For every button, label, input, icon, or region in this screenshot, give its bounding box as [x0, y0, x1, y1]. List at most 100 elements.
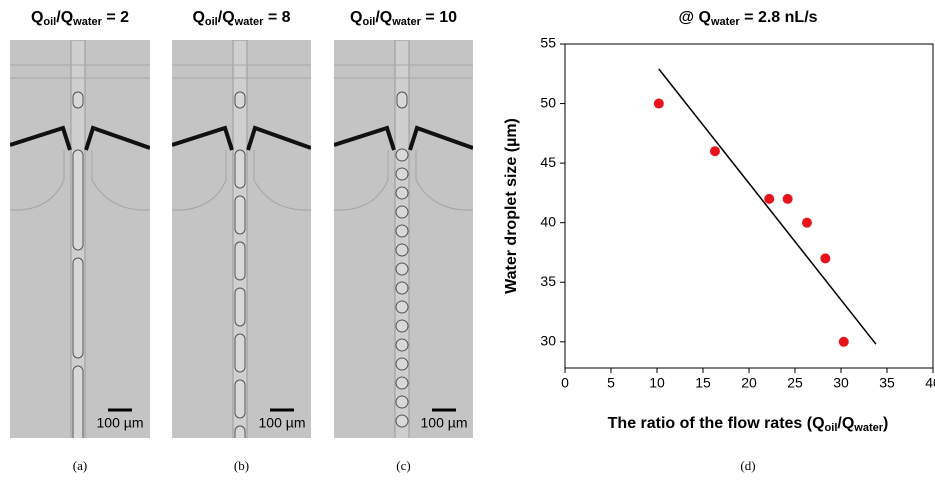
droplet [395, 262, 409, 276]
chart-title-part: @ Q [678, 9, 711, 26]
data-point [820, 253, 831, 264]
x-tick-label: 0 [561, 375, 569, 391]
x-tick-label: 25 [787, 375, 803, 391]
droplet [395, 319, 409, 333]
panel-title-part: = 2 [102, 9, 129, 26]
chart-title-sub: water [710, 16, 740, 28]
droplet [395, 167, 409, 181]
side-chamber [253, 150, 311, 211]
droplet [72, 257, 84, 359]
y-tick-label: 35 [540, 273, 556, 289]
droplet [395, 357, 409, 371]
x-tick-label: 40 [925, 375, 935, 391]
scale-label: 100 µm [421, 415, 468, 431]
droplet [234, 149, 246, 189]
wall [246, 125, 311, 151]
panel-title: Qoil/Qwater = 2 [31, 9, 129, 28]
panel-caption: (b) [234, 458, 249, 473]
y-tick-label: 30 [540, 332, 556, 348]
x-axis-label-sub: water [853, 422, 883, 434]
droplet [396, 91, 408, 109]
data-point [764, 193, 775, 204]
droplet [395, 148, 409, 162]
panel-title-part: Q [31, 9, 43, 26]
droplet [395, 224, 409, 238]
x-axis-label-sub: oil [825, 422, 838, 434]
droplet [72, 91, 84, 109]
panel-caption: (c) [396, 458, 410, 473]
x-tick-label: 15 [695, 375, 711, 391]
side-chamber [334, 150, 389, 211]
y-tick-label: 50 [540, 94, 556, 110]
x-axis-label-part: ) [883, 415, 888, 432]
x-tick-label: 35 [879, 375, 895, 391]
side-chamber [91, 150, 150, 211]
chart-title-part: = 2.8 nL/s [740, 9, 818, 26]
wall [172, 125, 234, 151]
wall [84, 125, 150, 151]
droplet [395, 376, 409, 390]
droplet [234, 287, 246, 327]
panel-title-part: /Q [56, 9, 73, 26]
droplet [395, 395, 409, 409]
data-point [653, 98, 664, 109]
side-chamber [10, 150, 65, 211]
chart-title: @ Qwater = 2.8 nL/s [678, 9, 817, 28]
droplet [72, 149, 84, 251]
droplet [395, 186, 409, 200]
droplet [72, 365, 84, 438]
droplet [234, 195, 246, 235]
panel-title-sub: oil [362, 16, 375, 28]
data-point [838, 336, 849, 347]
panel-title: Qoil/Qwater = 8 [192, 9, 290, 28]
droplet [395, 414, 409, 428]
micrograph [172, 40, 311, 438]
data-point [801, 217, 812, 228]
channel [394, 40, 410, 438]
panel-title-sub: oil [43, 16, 56, 28]
panel-title-sub: water [72, 16, 102, 28]
data-point [709, 146, 720, 157]
x-tick-label: 30 [833, 375, 849, 391]
y-tick-label: 45 [540, 154, 556, 170]
y-axis-label: Water droplet size (µm) [503, 118, 520, 294]
x-axis-label-part: /Q [837, 415, 854, 432]
x-axis-label-part: The ratio of the flow rates (Q [608, 415, 825, 432]
x-tick-label: 10 [649, 375, 665, 391]
panel-title-part: = 8 [263, 9, 290, 26]
droplet [395, 281, 409, 295]
droplet [234, 379, 246, 419]
x-tick-label: 20 [741, 375, 757, 391]
droplet [395, 205, 409, 219]
panel-caption: (a) [73, 458, 87, 473]
droplet [234, 241, 246, 281]
side-chamber [172, 150, 227, 211]
wall [10, 125, 72, 151]
scale-label: 100 µm [259, 415, 306, 431]
droplet [234, 425, 246, 438]
x-axis-label: The ratio of the flow rates (Qoil/Qwater… [608, 415, 889, 434]
y-tick-label: 55 [540, 35, 556, 51]
droplet [395, 338, 409, 352]
chart-caption: (d) [740, 458, 755, 473]
wall [334, 125, 396, 151]
micrograph [10, 40, 150, 438]
panel-title-part: Q [192, 9, 204, 26]
scale-label: 100 µm [97, 415, 144, 431]
panel-title-sub: oil [205, 16, 218, 28]
y-tick-label: 40 [540, 213, 556, 229]
panel-title-part: /Q [218, 9, 235, 26]
panel-title-part: = 10 [421, 9, 457, 26]
data-point [782, 193, 793, 204]
wall [408, 125, 473, 151]
micrograph [334, 40, 473, 438]
panel-title: Qoil/Qwater = 10 [350, 9, 457, 28]
fit-line [658, 68, 877, 345]
panel-title-sub: water [391, 16, 421, 28]
droplet [234, 333, 246, 373]
droplet [395, 243, 409, 257]
droplet [395, 300, 409, 314]
x-tick-label: 5 [607, 375, 615, 391]
droplet [234, 91, 246, 109]
